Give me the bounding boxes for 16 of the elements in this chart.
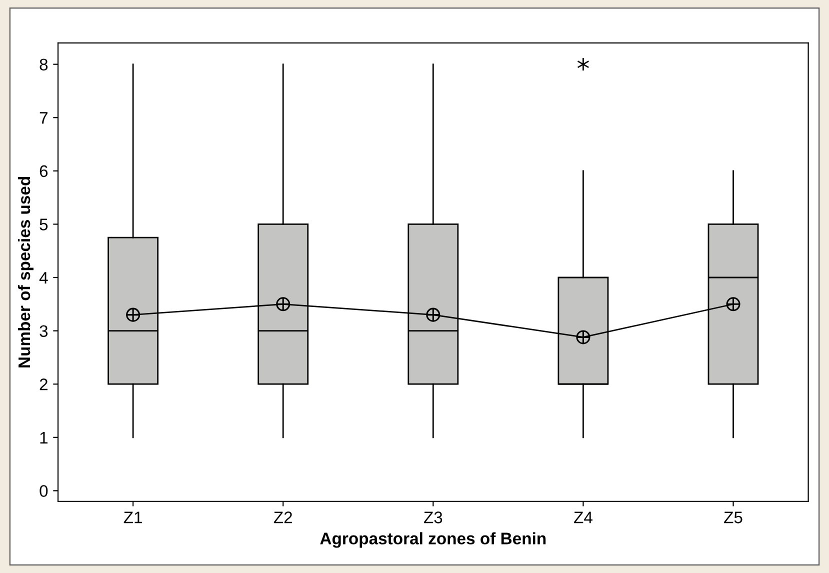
y-tick-label: 7 bbox=[40, 112, 48, 124]
x-tick-label: Z1 bbox=[124, 512, 142, 524]
y-tick-label: 5 bbox=[40, 218, 48, 230]
x-tick-label: Z5 bbox=[724, 512, 742, 524]
y-tick-label: 2 bbox=[40, 378, 48, 390]
y-tick-label: 4 bbox=[39, 272, 48, 284]
y-tick-label: 1 bbox=[40, 432, 48, 444]
x-tick-label: Z4 bbox=[574, 512, 592, 524]
x-tick-label: Z3 bbox=[424, 512, 442, 524]
x-tick-label: Z2 bbox=[274, 512, 292, 524]
x-axis-title: Agropastoral zones of Benin bbox=[320, 532, 546, 548]
y-tick-label: 8 bbox=[40, 58, 48, 70]
y-tick-label: 0 bbox=[40, 485, 48, 497]
y-tick-label: 3 bbox=[40, 325, 48, 338]
y-tick-label: 6 bbox=[40, 165, 48, 178]
y-axis-title: Number of species used bbox=[18, 176, 34, 368]
